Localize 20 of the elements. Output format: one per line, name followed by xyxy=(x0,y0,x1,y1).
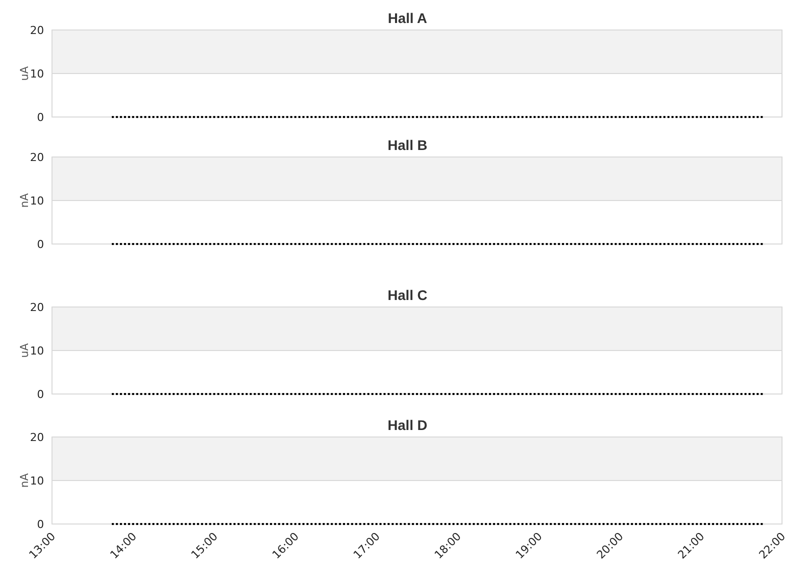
y-axis-title: nA xyxy=(18,472,31,488)
chart-title: Hall B xyxy=(388,137,428,153)
y-tick-label: 20 xyxy=(30,430,44,444)
y-tick-label: 0 xyxy=(37,388,44,401)
y-tick-label: 0 xyxy=(37,238,44,251)
y-tick-label: 0 xyxy=(37,110,44,124)
y-tick-label: 20 xyxy=(30,24,44,37)
y-tick-label: 20 xyxy=(30,300,44,314)
y-tick-label: 10 xyxy=(30,67,44,80)
y-tick-label: 0 xyxy=(37,518,44,531)
chart-title: Hall C xyxy=(388,287,428,303)
y-axis-title: nA xyxy=(18,192,31,208)
chart-title: Hall A xyxy=(388,10,428,26)
y-tick-label: 10 xyxy=(30,474,44,488)
y-axis-title: uA xyxy=(18,342,31,358)
chart-title: Hall D xyxy=(388,417,428,433)
y-tick-label: 20 xyxy=(30,150,44,164)
y-tick-label: 10 xyxy=(30,194,44,208)
y-tick-label: 10 xyxy=(30,344,44,358)
y-axis-title: uA xyxy=(18,66,31,81)
